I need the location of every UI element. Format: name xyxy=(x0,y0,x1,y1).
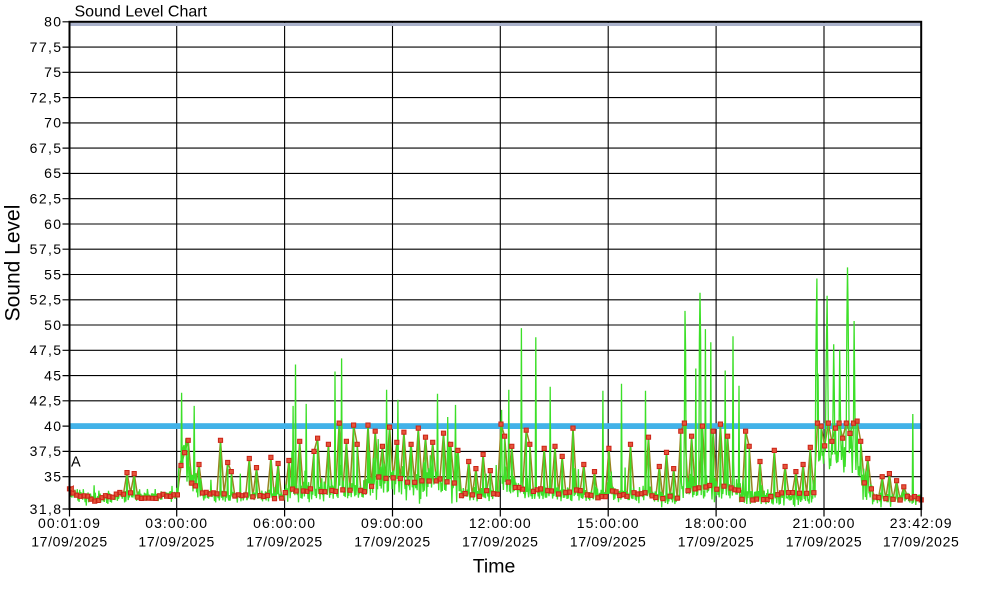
svg-text:37,5: 37,5 xyxy=(30,443,63,459)
svg-text:47,5: 47,5 xyxy=(30,342,63,358)
svg-text:50: 50 xyxy=(44,317,62,333)
svg-text:Sound Level: Sound Level xyxy=(2,205,25,322)
svg-text:17/09/2025: 17/09/2025 xyxy=(678,534,755,550)
svg-text:17/09/2025: 17/09/2025 xyxy=(138,534,215,550)
svg-text:67,5: 67,5 xyxy=(30,140,63,156)
svg-text:45: 45 xyxy=(44,367,62,383)
svg-text:57,5: 57,5 xyxy=(30,241,63,257)
svg-text:62,5: 62,5 xyxy=(30,191,63,207)
svg-text:18:00:00: 18:00:00 xyxy=(685,515,748,531)
svg-text:00:01:09: 00:01:09 xyxy=(38,515,101,531)
svg-text:75: 75 xyxy=(44,64,62,80)
svg-text:Time: Time xyxy=(473,556,516,578)
svg-text:03:00:00: 03:00:00 xyxy=(145,515,208,531)
svg-text:42,5: 42,5 xyxy=(30,393,63,409)
svg-text:23:42:09: 23:42:09 xyxy=(890,515,953,531)
svg-text:17/09/2025: 17/09/2025 xyxy=(462,534,539,550)
svg-text:17/09/2025: 17/09/2025 xyxy=(31,534,108,550)
svg-text:70: 70 xyxy=(44,115,62,131)
svg-text:21:00:00: 21:00:00 xyxy=(793,515,856,531)
svg-text:17/09/2025: 17/09/2025 xyxy=(570,534,647,550)
svg-text:17/09/2025: 17/09/2025 xyxy=(354,534,431,550)
svg-text:80: 80 xyxy=(44,14,62,30)
svg-text:77,5: 77,5 xyxy=(30,39,63,55)
svg-text:12:00:00: 12:00:00 xyxy=(469,515,532,531)
svg-text:06:00:00: 06:00:00 xyxy=(253,515,316,531)
svg-text:09:00:00: 09:00:00 xyxy=(361,515,424,531)
svg-text:65: 65 xyxy=(44,165,62,181)
svg-text:55: 55 xyxy=(44,266,62,282)
svg-text:72,5: 72,5 xyxy=(30,89,63,105)
svg-text:17/09/2025: 17/09/2025 xyxy=(883,534,960,550)
svg-text:40: 40 xyxy=(44,418,62,434)
svg-text:35: 35 xyxy=(44,469,62,485)
svg-text:Sound Level Chart: Sound Level Chart xyxy=(75,4,208,21)
svg-text:31,8: 31,8 xyxy=(30,501,63,517)
svg-text:A: A xyxy=(71,455,81,471)
svg-text:17/09/2025: 17/09/2025 xyxy=(246,534,323,550)
svg-text:52,5: 52,5 xyxy=(30,292,63,308)
svg-text:17/09/2025: 17/09/2025 xyxy=(786,534,863,550)
svg-text:60: 60 xyxy=(44,216,62,232)
svg-text:15:00:00: 15:00:00 xyxy=(577,515,640,531)
